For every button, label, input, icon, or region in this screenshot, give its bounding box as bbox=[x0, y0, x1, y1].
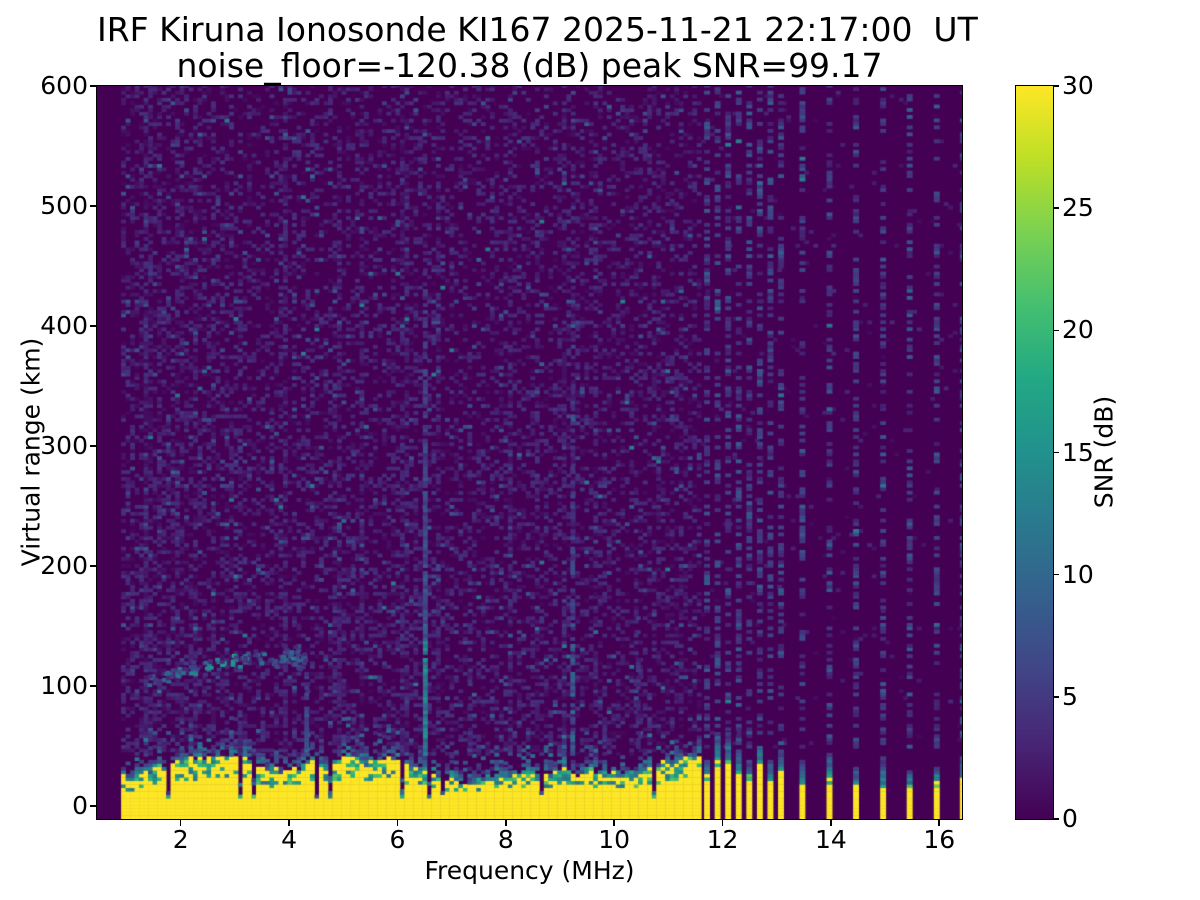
colorbar bbox=[1015, 85, 1054, 820]
y-tick-label: 500 bbox=[40, 190, 88, 220]
chart-title-line1: IRF Kiruna Ionosonde KI167 2025-11-21 22… bbox=[97, 10, 978, 49]
x-tick-mark bbox=[721, 820, 724, 826]
colorbar-tick-label: 20 bbox=[1062, 315, 1094, 345]
y-tick-mark bbox=[90, 85, 96, 87]
colorbar-tick-label: 25 bbox=[1062, 193, 1094, 223]
y-tick-label: 100 bbox=[40, 670, 88, 700]
x-tick-mark bbox=[830, 820, 832, 826]
colorbar-gradient bbox=[1016, 86, 1053, 819]
colorbar-tick-label: 0 bbox=[1062, 804, 1078, 833]
x-tick-mark bbox=[288, 820, 290, 826]
x-axis-label: Frequency (MHz) bbox=[424, 856, 635, 885]
colorbar-tick-mark bbox=[1053, 329, 1059, 332]
y-tick-mark bbox=[90, 805, 96, 807]
y-tick-label: 400 bbox=[40, 310, 88, 340]
x-tick-mark bbox=[396, 820, 399, 826]
colorbar-tick-mark bbox=[1053, 451, 1059, 454]
colorbar-tick-mark bbox=[1053, 818, 1059, 820]
x-tick-mark bbox=[938, 820, 940, 826]
x-tick-label: 6 bbox=[389, 825, 406, 854]
colorbar-label: SNR (dB) bbox=[1089, 395, 1119, 509]
colorbar-tick-label: 30 bbox=[1062, 71, 1094, 100]
x-tick-label: 14 bbox=[814, 825, 847, 854]
y-tick-label: 200 bbox=[40, 550, 88, 580]
y-axis-label: Virtual range (km) bbox=[16, 337, 46, 567]
x-tick-mark bbox=[505, 820, 507, 826]
colorbar-tick-mark bbox=[1053, 696, 1059, 698]
y-tick-mark bbox=[90, 685, 96, 687]
colorbar-tick-mark bbox=[1053, 85, 1059, 87]
x-tick-label: 8 bbox=[497, 825, 514, 854]
x-tick-label: 2 bbox=[172, 825, 189, 854]
x-tick-label: 4 bbox=[281, 825, 298, 854]
x-tick-label: 10 bbox=[598, 825, 631, 854]
x-tick-label: 16 bbox=[923, 825, 956, 854]
ionogram-canvas bbox=[97, 86, 962, 819]
plot-area bbox=[96, 85, 963, 820]
y-tick-mark bbox=[90, 205, 96, 207]
colorbar-tick-label: 5 bbox=[1062, 681, 1078, 711]
y-tick-mark bbox=[90, 325, 96, 327]
colorbar-tick-mark bbox=[1053, 573, 1059, 576]
y-tick-mark bbox=[90, 565, 96, 567]
chart-title-line2: noise_floor=-120.38 (dB) peak SNR=99.17 bbox=[176, 46, 883, 85]
y-tick-label: 600 bbox=[40, 71, 88, 100]
colorbar-tick-label: 10 bbox=[1062, 559, 1094, 589]
y-tick-label: 0 bbox=[72, 790, 88, 820]
x-tick-mark bbox=[613, 820, 615, 826]
x-tick-label: 12 bbox=[706, 825, 739, 854]
y-tick-label: 300 bbox=[40, 430, 88, 460]
colorbar-tick-label: 15 bbox=[1062, 437, 1094, 467]
x-tick-mark bbox=[179, 820, 182, 826]
y-tick-mark bbox=[90, 445, 96, 447]
colorbar-tick-mark bbox=[1053, 207, 1059, 209]
